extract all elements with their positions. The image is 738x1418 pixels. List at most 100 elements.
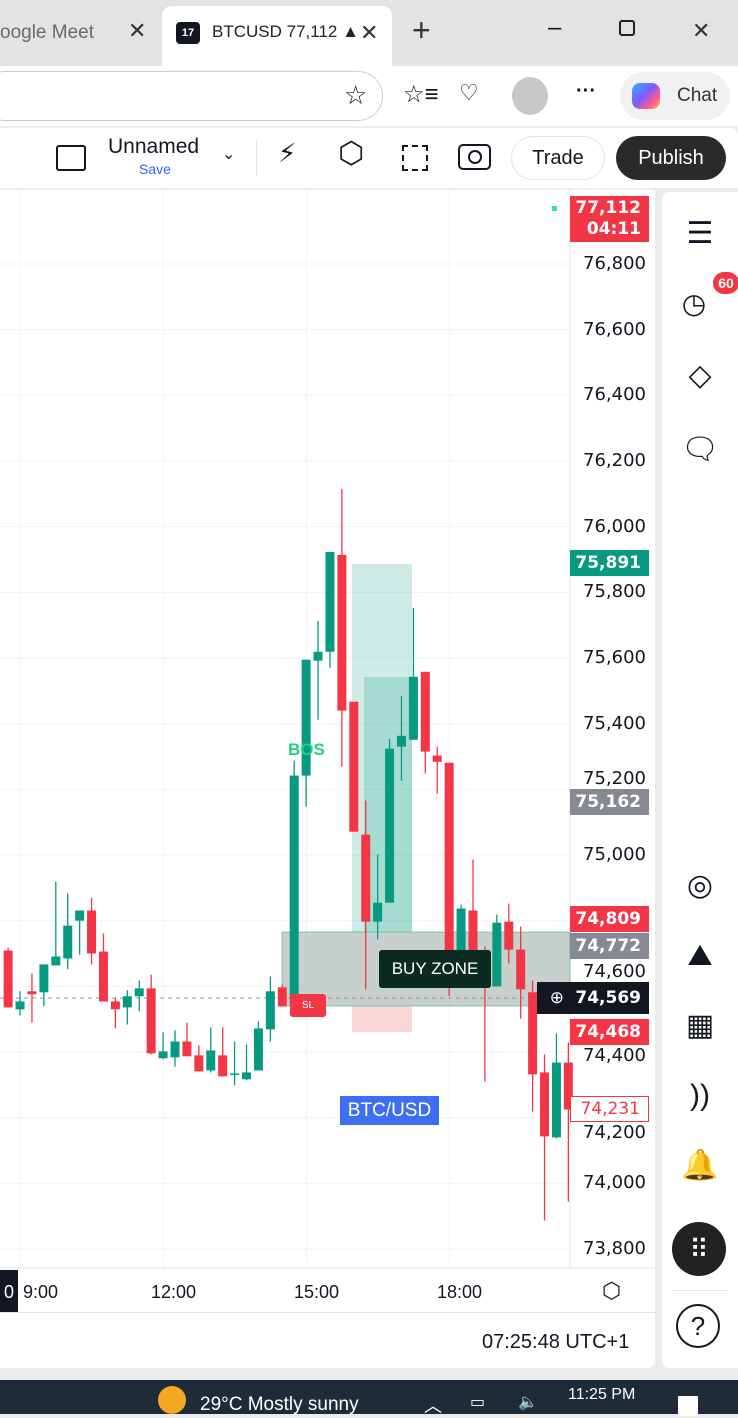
time-tick: 9:00 — [23, 1282, 59, 1302]
candle[interactable] — [551, 1033, 561, 1139]
close-window-icon[interactable]: ✕ — [692, 18, 711, 43]
candle[interactable] — [337, 488, 347, 767]
favorites-list-icon[interactable]: ☆≡ — [403, 81, 439, 108]
close-tab-icon[interactable]: ✕ — [128, 18, 147, 43]
broadcast-icon[interactable]: )) — [690, 1079, 710, 1112]
copilot-chat-button[interactable]: Chat — [620, 72, 730, 120]
candle[interactable] — [528, 980, 538, 1112]
candle[interactable] — [194, 1045, 204, 1072]
candle[interactable] — [242, 1044, 252, 1081]
symbol-text-label[interactable]: BTC/USD — [340, 1096, 439, 1125]
tab-google-meet[interactable]: oogle Meet — [0, 12, 160, 56]
candle[interactable] — [51, 881, 61, 966]
candlestick-chart[interactable] — [0, 0, 655, 1320]
candle[interactable] — [230, 1041, 240, 1086]
timezone-clock[interactable]: 07:25:48 UTC+1 — [482, 1331, 630, 1353]
candle[interactable] — [277, 984, 287, 1007]
candle[interactable] — [373, 854, 383, 940]
camera-snapshot-icon[interactable] — [458, 144, 491, 170]
candle[interactable] — [492, 914, 502, 987]
candle[interactable] — [432, 746, 442, 794]
candle[interactable] — [39, 964, 49, 1007]
candle[interactable] — [158, 1032, 168, 1060]
more-menu-icon[interactable]: ··· — [576, 80, 596, 102]
candle[interactable] — [349, 701, 359, 832]
stop-loss-tag[interactable]: SL — [290, 994, 326, 1017]
candle[interactable] — [3, 947, 13, 1008]
url-input[interactable] — [0, 71, 383, 121]
candle[interactable] — [182, 1022, 192, 1057]
publish-button[interactable]: Publish — [616, 136, 726, 180]
candle[interactable] — [75, 910, 85, 955]
candle[interactable] — [313, 620, 323, 720]
new-tab-icon[interactable]: + — [412, 12, 431, 48]
candle[interactable] — [456, 904, 466, 955]
candle[interactable] — [420, 671, 430, 774]
chevron-up-icon[interactable]: ︿ — [424, 1396, 442, 1416]
candle[interactable] — [27, 973, 37, 1023]
trade-button[interactable]: Trade — [511, 136, 605, 180]
axis-settings-icon[interactable]: ⬡ — [602, 1278, 622, 1303]
ideas-mountain-icon[interactable]: ⛰ — [687, 939, 713, 972]
candle[interactable] — [218, 1027, 228, 1077]
candle[interactable] — [110, 997, 120, 1029]
hotlist-gauge-icon[interactable]: ◎ — [686, 869, 714, 902]
weather-text[interactable]: 29°C Mostly sunny — [200, 1394, 359, 1415]
apps-grid-icon[interactable]: ⠿ — [672, 1222, 726, 1276]
candle[interactable] — [253, 1021, 263, 1071]
long-position-stop-zone[interactable] — [352, 1006, 412, 1032]
chevron-down-icon[interactable]: ⌄ — [222, 146, 236, 163]
layers-icon[interactable]: ◇ — [688, 359, 712, 392]
favorite-star-icon[interactable]: ☆ — [344, 80, 368, 110]
candle[interactable] — [170, 1030, 180, 1067]
restore-icon[interactable] — [619, 20, 635, 36]
candle-body — [301, 659, 311, 776]
alerts-button[interactable]: ◷ 60 — [676, 272, 738, 328]
bos-label[interactable]: BOS — [288, 740, 325, 759]
candle[interactable] — [468, 859, 478, 962]
taskbar-clock[interactable]: 11:25 PM — [568, 1386, 636, 1403]
candle[interactable] — [385, 738, 395, 903]
chat-icon[interactable]: 🗨 — [680, 433, 720, 466]
notifications-bell-icon[interactable]: 🔔 — [681, 1149, 719, 1182]
candle[interactable] — [206, 1027, 216, 1073]
candle[interactable] — [98, 933, 108, 1002]
minimize-icon[interactable]: – — [548, 14, 562, 41]
browser-essentials-heart-icon[interactable]: ♡ — [459, 80, 479, 105]
candle[interactable] — [134, 980, 144, 1012]
quick-search-icon[interactable]: ⚡ — [278, 138, 297, 168]
watchlist-icon[interactable]: ☰ — [686, 217, 714, 250]
layout-name[interactable]: Unnamed — [108, 135, 200, 158]
candle[interactable] — [122, 990, 132, 1025]
tradingview-logo-icon: 17 — [176, 22, 200, 44]
candle[interactable] — [265, 976, 275, 1042]
candle[interactable] — [301, 659, 311, 807]
candle[interactable] — [396, 695, 406, 781]
candle[interactable] — [15, 991, 25, 1016]
help-icon[interactable]: ? — [676, 1304, 720, 1348]
layout-icon[interactable] — [56, 145, 86, 171]
candle[interactable] — [516, 926, 526, 1019]
candle[interactable] — [504, 903, 514, 964]
battery-icon[interactable]: ▭ — [470, 1394, 486, 1411]
calendar-icon[interactable]: ▦ — [685, 1009, 715, 1042]
candle[interactable] — [540, 1054, 550, 1221]
buy-zone-label[interactable]: BUY ZONE — [379, 950, 491, 988]
profile-avatar-icon[interactable] — [512, 77, 548, 115]
add-alert-plus-icon[interactable]: ⊕ — [549, 988, 570, 1008]
settings-hexagon-icon[interactable]: ⬡ — [338, 137, 365, 170]
fullscreen-icon[interactable] — [402, 145, 428, 171]
tab-btcusd[interactable]: 17 BTCUSD 77,112 ▲ ✕ — [162, 6, 392, 68]
candle[interactable] — [408, 607, 418, 740]
candle[interactable] — [87, 897, 97, 965]
candle[interactable] — [361, 800, 371, 990]
notification-center-icon[interactable] — [678, 1396, 698, 1416]
candle[interactable] — [563, 1042, 573, 1202]
candle[interactable] — [146, 974, 156, 1055]
candle[interactable] — [289, 760, 299, 1006]
save-link[interactable]: Save — [139, 161, 171, 177]
candle[interactable] — [63, 893, 73, 970]
volume-icon[interactable]: 🔈 — [518, 1394, 538, 1411]
candle[interactable] — [325, 551, 335, 668]
close-tab-icon[interactable]: ✕ — [360, 20, 379, 45]
